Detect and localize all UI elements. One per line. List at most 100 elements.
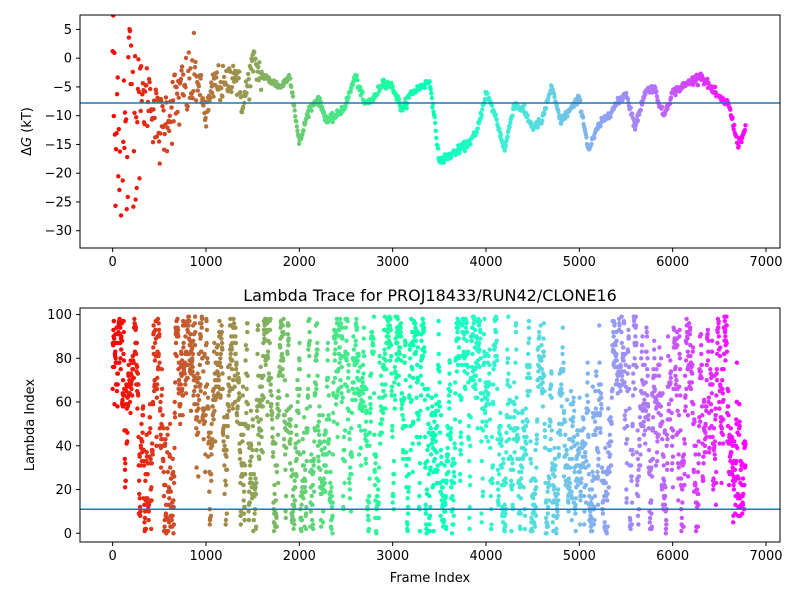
lambda-point [398,345,403,350]
lambda-point [360,380,365,385]
lambda-point [178,421,183,427]
lambda-point [426,443,431,448]
delta-g-point [731,127,736,132]
lambda-point [333,402,339,407]
lambda-point [383,382,388,387]
lambda-point [358,463,364,468]
lambda-point [597,410,603,416]
delta-g-point [358,84,363,90]
lambda-point [215,343,221,348]
lambda-point [410,469,415,475]
lambda-point [666,353,671,359]
lambda-point [141,404,146,409]
lambda-point [504,430,509,435]
lambda-point [466,423,471,429]
lambda-point [317,413,322,418]
lambda-point [254,408,260,413]
lambda-point [180,413,185,418]
lambda-point [302,485,308,490]
lambda-point [437,399,442,405]
lambda-point [629,500,635,505]
lambda-point [650,415,656,420]
lambda-point [426,421,431,427]
delta-g-point [218,97,223,103]
lambda-point [720,386,725,392]
lambda-point [441,517,447,523]
lambda-point [728,426,733,431]
lambda-point [360,408,365,413]
delta-g-point [214,70,219,75]
lambda-point [348,509,354,514]
delta-g-point [346,94,351,100]
lambda-point [232,384,237,389]
lambda-point [465,349,471,354]
lambda-point [332,351,337,357]
lambda-point [316,419,322,424]
lambda-point [123,461,128,466]
lambda-point [737,423,742,429]
lambda-point [138,509,143,514]
delta-g-point [219,85,224,91]
lambda-point [150,452,155,457]
delta-g-point [288,76,293,81]
lambda-point [709,338,715,343]
lambda-point [561,367,566,372]
lambda-point [112,364,117,370]
lambda-point [485,397,490,403]
lambda-point [713,406,718,411]
lambda-point [432,413,438,418]
delta-g-point [540,118,545,123]
lambda-point [735,445,740,451]
lambda-point [505,360,510,365]
lambda-point [428,452,434,457]
lambda-point [251,517,256,523]
lambda-point [353,338,358,343]
lambda-point [598,382,603,387]
lambda-point [391,458,397,464]
lambda-point [436,318,441,324]
lambda-point [596,450,601,455]
lambda-point [596,456,601,462]
lambda-point [552,467,557,472]
lambda-point [524,452,529,457]
lambda-point [303,526,309,532]
lambda-point [723,327,728,333]
lambda-point [322,439,327,444]
lambda-point [326,393,331,398]
lambda-point [693,482,698,488]
lambda-point [648,498,654,503]
lambda-point [299,502,304,507]
lambda-point [624,500,629,505]
lambda-point [349,454,355,459]
lambda-point [676,413,682,418]
lambda-point [238,522,243,527]
lambda-point [542,421,547,427]
lambda-point [624,496,629,501]
lambda-point [572,469,577,475]
lambda-point [522,513,528,518]
lambda-point [162,524,167,529]
lambda-point [346,375,351,381]
lambda-point [354,316,359,322]
lambda-point [503,522,508,527]
lambda-point [392,364,398,370]
delta-g-point [543,106,549,111]
lambda-point [489,526,494,532]
lambda-point [318,467,323,472]
lambda-point [344,338,349,343]
lambda-point [682,437,687,442]
delta-g-point [122,110,128,115]
lambda-point [449,531,455,536]
lambda-point [130,393,135,398]
lambda-point [452,441,457,446]
lambda-point [342,480,347,486]
lambda-point [626,334,631,339]
lambda-point [688,325,693,330]
lambda-point [332,375,338,381]
lambda-point [637,415,643,420]
lambda-point [698,332,704,337]
lambda-point [619,373,625,378]
lambda-point [246,423,251,429]
lambda-point [330,500,335,505]
lambda-point [693,452,698,457]
